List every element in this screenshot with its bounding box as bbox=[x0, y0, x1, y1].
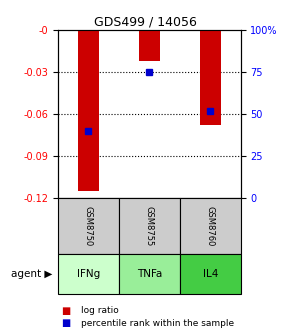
Bar bbox=[78, 30, 99, 191]
Bar bbox=[139, 30, 160, 61]
Text: percentile rank within the sample: percentile rank within the sample bbox=[81, 319, 234, 328]
Text: agent ▶: agent ▶ bbox=[11, 269, 52, 279]
Text: log ratio: log ratio bbox=[81, 306, 119, 315]
Text: GSM8750: GSM8750 bbox=[84, 206, 93, 246]
Text: GSM8760: GSM8760 bbox=[206, 206, 215, 246]
Text: ■: ■ bbox=[61, 318, 70, 328]
Text: ■: ■ bbox=[61, 306, 70, 316]
Text: GSM8755: GSM8755 bbox=[145, 206, 154, 246]
Text: TNFa: TNFa bbox=[137, 269, 162, 279]
Text: GDS499 / 14056: GDS499 / 14056 bbox=[94, 15, 196, 28]
Text: IFNg: IFNg bbox=[77, 269, 100, 279]
Text: IL4: IL4 bbox=[202, 269, 218, 279]
Bar bbox=[200, 30, 221, 125]
